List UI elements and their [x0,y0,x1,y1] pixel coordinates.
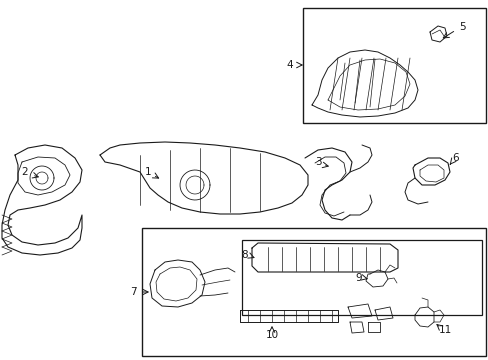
Text: 3: 3 [314,157,321,167]
Text: 1: 1 [144,167,151,177]
Bar [242,240,481,315]
Text: 5: 5 [458,22,465,32]
Text: 4: 4 [286,60,293,70]
Text: 2: 2 [21,167,28,177]
Text: 11: 11 [437,325,451,335]
Bar [303,8,485,123]
Text: 6: 6 [452,153,458,163]
Text: 9: 9 [355,273,361,283]
Text: 10: 10 [265,330,278,340]
Text: 8: 8 [241,250,247,260]
Text: 7: 7 [129,287,136,297]
Bar [142,228,485,356]
